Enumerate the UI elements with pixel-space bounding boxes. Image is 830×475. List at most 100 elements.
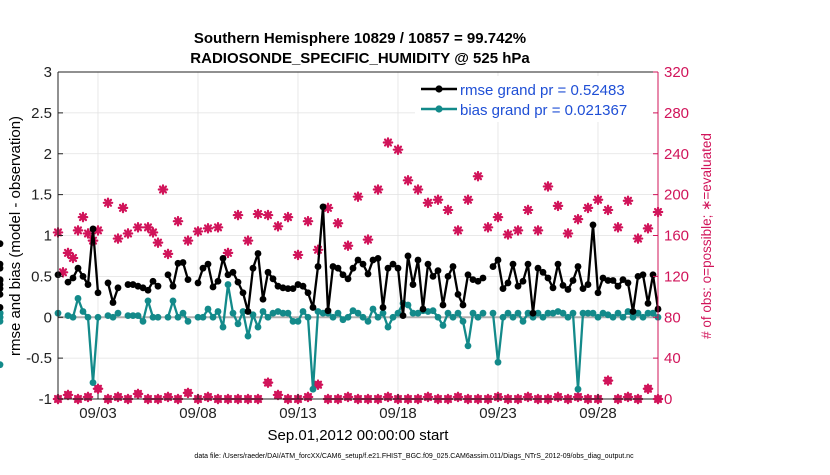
- bias-point: [139, 317, 147, 325]
- obs-evaluated-point: [152, 237, 164, 248]
- bias-point: [79, 308, 87, 315]
- bias-point: [594, 313, 602, 321]
- y-axis-label: rmse and bias (model - observation): [7, 116, 24, 356]
- rmse-point: [69, 274, 77, 282]
- rmse-point: [504, 279, 512, 287]
- obs-star-stroke: [263, 378, 273, 387]
- rmse-point: [0, 240, 4, 248]
- bias-point: [0, 317, 4, 325]
- obs-star-stroke: [503, 230, 513, 239]
- rmse-line: [196, 205, 484, 317]
- bias-line: [198, 283, 484, 391]
- bias-point: [369, 305, 377, 313]
- rmse-point: [124, 281, 132, 288]
- rmse-point: [629, 308, 637, 315]
- y-tick-label: 1.5: [31, 187, 52, 204]
- rmse-layer: [0, 203, 662, 320]
- obs-evaluated-point: [642, 223, 654, 234]
- rmse-point: [384, 264, 392, 272]
- obs-evaluated-point: [202, 223, 214, 234]
- obs-star-stroke: [193, 227, 203, 236]
- bias-point: [149, 313, 157, 321]
- obs-star-stroke: [603, 376, 613, 385]
- bias-point: [234, 320, 242, 328]
- rmse-point: [354, 256, 362, 264]
- chart-subtitle: RADIOSONDE_SPECIFIC_HUMIDITY @ 525 hPa: [190, 50, 530, 67]
- obs-star-stroke: [68, 253, 78, 263]
- obs-star-stroke: [443, 205, 453, 215]
- y2-tick-label: 120: [664, 268, 689, 285]
- bias-point: [69, 313, 77, 321]
- bias-point: [504, 309, 512, 317]
- obs-star-stroke: [123, 229, 133, 238]
- rmse-point: [109, 299, 117, 306]
- rmse-point: [514, 282, 522, 290]
- bias-point: [579, 309, 587, 317]
- rmse-point: [339, 271, 347, 279]
- x-tick-label: 09/18: [379, 405, 417, 422]
- y2-tick-label: 0: [664, 391, 672, 408]
- obs-star-stroke: [413, 185, 423, 194]
- rmse-point: [544, 274, 552, 282]
- obs-evaluated-point: [442, 204, 454, 216]
- obs-star-stroke: [313, 380, 323, 389]
- obs-evaluated-point: [82, 228, 94, 239]
- obs-evaluated-point: [612, 222, 624, 233]
- bias-point: [94, 313, 102, 321]
- obs-star-stroke: [563, 229, 573, 238]
- obs-evaluated-point: [62, 389, 74, 401]
- rmse-point: [279, 284, 287, 292]
- rmse-point: [164, 271, 172, 279]
- rmse-point: [594, 289, 602, 297]
- rmse-point: [144, 286, 152, 294]
- bias-point: [124, 312, 132, 320]
- bias-point: [374, 313, 382, 321]
- obs-evaluated-point: [172, 215, 184, 227]
- bias-point: [214, 308, 222, 315]
- bias-point: [254, 323, 262, 331]
- bias-point: [519, 317, 527, 325]
- rmse-point: [499, 285, 507, 293]
- rmse-point: [94, 289, 102, 297]
- bias-point: [479, 309, 487, 317]
- rmse-point: [359, 260, 367, 268]
- legend-bias-label: bias grand pr = 0.021367: [460, 102, 627, 119]
- obs-star-stroke: [373, 185, 383, 194]
- obs-star-stroke: [118, 203, 128, 212]
- bias-point: [194, 313, 202, 321]
- rmse-point: [429, 272, 437, 280]
- rmse-point: [289, 285, 297, 293]
- rmse-point: [644, 299, 652, 307]
- rmse-point: [239, 289, 247, 297]
- obs-star-stroke: [183, 388, 193, 397]
- bias-point: [219, 323, 227, 331]
- rmse-point: [379, 304, 387, 311]
- rmse-point: [349, 264, 357, 272]
- bias-point: [429, 307, 437, 315]
- bias-point: [354, 309, 362, 317]
- bias-point: [84, 313, 92, 321]
- bias-point: [134, 312, 142, 320]
- obs-evaluated-point: [422, 391, 434, 403]
- obs-evaluated-point: [132, 222, 144, 233]
- obs-evaluated-point: [472, 170, 484, 182]
- rmse-point: [364, 270, 372, 278]
- bias-point: [474, 313, 482, 321]
- rmse-point: [74, 264, 82, 272]
- bias-point: [359, 313, 367, 321]
- rmse-point: [394, 264, 402, 272]
- obs-evaluated-point: [222, 247, 234, 259]
- obs-evaluated-point: [67, 252, 79, 264]
- obs-evaluated-point: [572, 391, 584, 403]
- bias-point: [284, 309, 292, 317]
- obs-evaluated-point: [412, 184, 424, 195]
- bias-point: [514, 309, 522, 317]
- obs-star-stroke: [453, 226, 463, 235]
- bias-point: [629, 313, 637, 321]
- obs-star-stroke: [343, 241, 353, 250]
- rmse-point: [154, 282, 162, 290]
- rmse-point: [564, 286, 572, 293]
- obs-evaluated-point: [282, 211, 294, 223]
- rmse-line: [492, 223, 660, 315]
- rmse-point: [404, 252, 412, 260]
